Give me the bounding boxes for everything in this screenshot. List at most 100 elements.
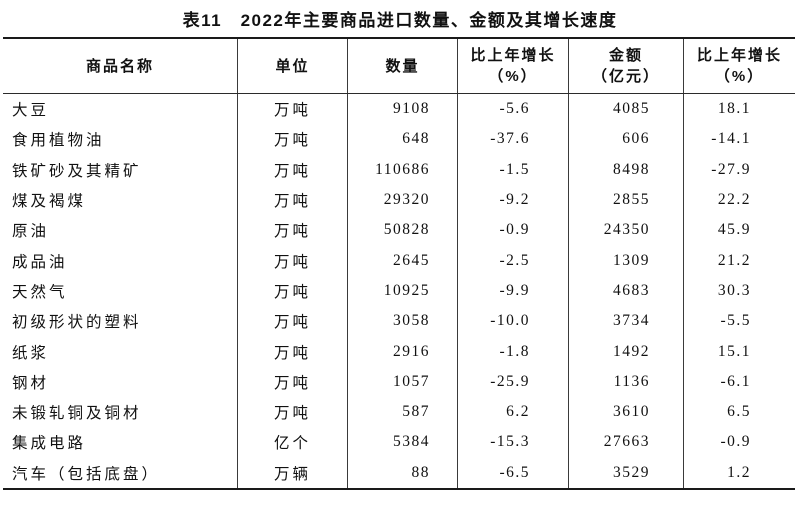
amount-value: 24350 xyxy=(568,215,683,246)
commodity-name: 钢材 xyxy=(12,374,50,392)
header-label-line1: 比上年增长 xyxy=(696,47,782,64)
unit-value: 万吨 xyxy=(237,154,347,185)
unit-value: 亿个 xyxy=(237,427,347,458)
quantity-growth-value: -1.8 xyxy=(457,336,568,367)
quantity-growth-value: -6.5 xyxy=(457,457,568,488)
commodity-name: 成品油 xyxy=(12,253,68,271)
quantity-growth-value: -5.6 xyxy=(457,94,568,125)
amount-value: 3734 xyxy=(568,306,683,337)
quantity-value: 2916 xyxy=(347,336,457,367)
quantity-value: 10925 xyxy=(347,275,457,307)
commodity-name: 未锻轧铜及铜材 xyxy=(12,405,142,423)
amount-growth-value: 1.2 xyxy=(683,457,795,488)
table-row: 原油 万吨 50828 -0.9 24350 45.9 xyxy=(3,215,795,246)
header-commodity-name: 商品名称 xyxy=(3,39,237,93)
quantity-value: 648 xyxy=(347,124,457,155)
quantity-growth-value: 6.2 xyxy=(457,396,568,428)
unit-value: 万吨 xyxy=(237,336,347,367)
header-label-line1: 比上年增长 xyxy=(470,47,556,64)
commodity-name: 天然气 xyxy=(12,283,68,301)
amount-value: 2855 xyxy=(568,184,683,216)
quantity-growth-value: -9.9 xyxy=(457,275,568,307)
header-label-line2: （%） xyxy=(714,68,765,85)
quantity-value: 2645 xyxy=(347,245,457,276)
table-row: 成品油 万吨 2645 -2.5 1309 21.2 xyxy=(3,245,795,276)
commodity-name: 煤及褐煤 xyxy=(12,193,87,211)
unit-value: 万吨 xyxy=(237,366,347,397)
commodity-name: 汽车（包括底盘） xyxy=(12,465,161,483)
quantity-growth-value: -10.0 xyxy=(457,306,568,337)
amount-value: 606 xyxy=(568,124,683,155)
amount-value: 1136 xyxy=(568,366,683,397)
quantity-value: 5384 xyxy=(347,427,457,458)
amount-value: 4683 xyxy=(568,275,683,307)
quantity-value: 587 xyxy=(347,396,457,428)
table-row: 集成电路 亿个 5384 -15.3 27663 -0.9 xyxy=(3,427,795,458)
quantity-value: 1057 xyxy=(347,366,457,397)
quantity-growth-value: -1.5 xyxy=(457,154,568,185)
header-label-line2: （亿元） xyxy=(591,68,660,85)
amount-value: 8498 xyxy=(568,154,683,185)
table-row: 初级形状的塑料 万吨 3058 -10.0 3734 -5.5 xyxy=(3,306,795,337)
header-unit: 单位 xyxy=(237,39,347,93)
quantity-growth-value: -9.2 xyxy=(457,184,568,216)
quantity-growth-value: -15.3 xyxy=(457,427,568,458)
table-row: 汽车（包括底盘） 万辆 88 -6.5 3529 1.2 xyxy=(3,457,795,488)
table-row: 煤及褐煤 万吨 29320 -9.2 2855 22.2 xyxy=(3,184,795,216)
header-label: 单位 xyxy=(275,57,310,75)
amount-growth-value: -27.9 xyxy=(683,154,795,185)
unit-value: 万吨 xyxy=(237,396,347,428)
amount-value: 27663 xyxy=(568,427,683,458)
quantity-value: 3058 xyxy=(347,306,457,337)
unit-value: 万辆 xyxy=(237,457,347,488)
table-row: 未锻轧铜及铜材 万吨 587 6.2 3610 6.5 xyxy=(3,396,795,428)
amount-value: 4085 xyxy=(568,94,683,125)
table-row: 大豆 万吨 9108 -5.6 4085 18.1 xyxy=(3,94,795,125)
unit-value: 万吨 xyxy=(237,215,347,246)
header-label: 数量 xyxy=(385,57,420,75)
commodity-name: 食用植物油 xyxy=(12,132,105,150)
commodity-name: 初级形状的塑料 xyxy=(12,314,142,332)
header-label-line2: （%） xyxy=(488,68,538,85)
table-row: 铁矿砂及其精矿 万吨 110686 -1.5 8498 -27.9 xyxy=(3,154,795,185)
commodity-name: 集成电路 xyxy=(12,435,87,453)
amount-value: 1309 xyxy=(568,245,683,276)
amount-growth-value: 21.2 xyxy=(683,245,795,276)
header-quantity: 数量 xyxy=(347,39,457,93)
commodity-name: 大豆 xyxy=(12,102,50,120)
amount-growth-value: 22.2 xyxy=(683,184,795,216)
unit-value: 万吨 xyxy=(237,184,347,216)
amount-value: 1492 xyxy=(568,336,683,367)
unit-value: 万吨 xyxy=(237,245,347,276)
unit-value: 万吨 xyxy=(237,275,347,307)
unit-value: 万吨 xyxy=(237,124,347,155)
header-amount-growth: 比上年增长 （%） xyxy=(683,39,795,93)
quantity-growth-value: -0.9 xyxy=(457,215,568,246)
amount-value: 3610 xyxy=(568,396,683,428)
commodity-name: 原油 xyxy=(12,223,50,241)
quantity-value: 50828 xyxy=(347,215,457,246)
amount-growth-value: -14.1 xyxy=(683,124,795,155)
amount-growth-value: -6.1 xyxy=(683,366,795,397)
quantity-value: 110686 xyxy=(347,154,457,185)
amount-growth-value: 6.5 xyxy=(683,396,795,428)
table-row: 钢材 万吨 1057 -25.9 1136 -6.1 xyxy=(3,366,795,397)
header-label-line1: 金额 xyxy=(608,47,643,64)
amount-value: 3529 xyxy=(568,457,683,488)
import-commodities-table: 商品名称 单位 数量 比上年增长 （%） 金额 （亿元） 比上年增长 （%） 大… xyxy=(3,37,795,490)
quantity-value: 9108 xyxy=(347,94,457,125)
table-row: 天然气 万吨 10925 -9.9 4683 30.3 xyxy=(3,275,795,307)
amount-growth-value: 15.1 xyxy=(683,336,795,367)
unit-value: 万吨 xyxy=(237,306,347,337)
table-title: 表11 2022年主要商品进口数量、金额及其增长速度 xyxy=(182,10,618,30)
amount-growth-value: -5.5 xyxy=(683,306,795,337)
quantity-value: 29320 xyxy=(347,184,457,216)
quantity-growth-value: -2.5 xyxy=(457,245,568,276)
quantity-growth-value: -25.9 xyxy=(457,366,568,397)
commodity-name: 铁矿砂及其精矿 xyxy=(12,162,142,180)
amount-growth-value: 45.9 xyxy=(683,215,795,246)
quantity-growth-value: -37.6 xyxy=(457,124,568,155)
header-quantity-growth: 比上年增长 （%） xyxy=(457,39,568,93)
table-row: 食用植物油 万吨 648 -37.6 606 -14.1 xyxy=(3,124,795,155)
